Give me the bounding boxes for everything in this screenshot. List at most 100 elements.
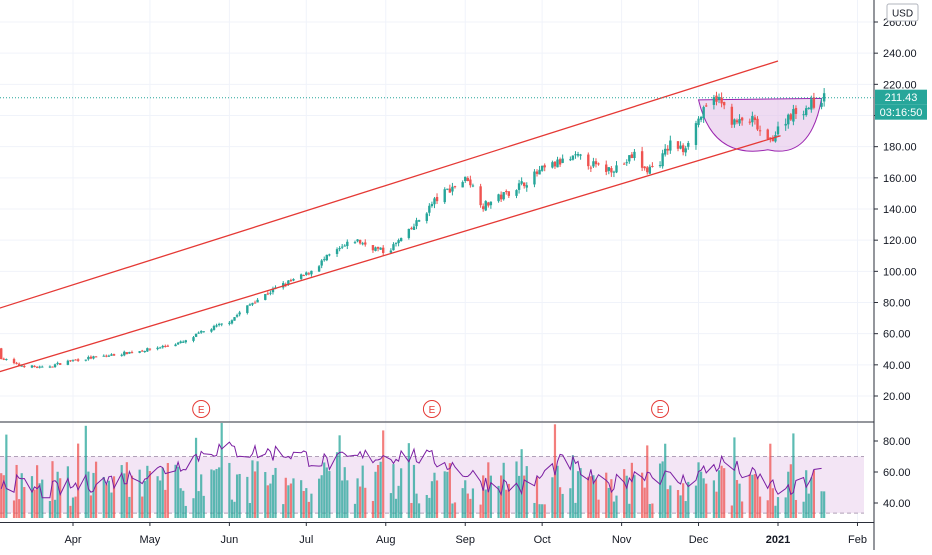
volume-bar [756, 476, 759, 518]
volume-bar [720, 465, 723, 518]
candle-body [292, 279, 295, 281]
volume-bar [382, 430, 385, 518]
volume-bar [282, 504, 285, 518]
candle-body [451, 186, 454, 192]
time-tick-label: May [140, 534, 161, 546]
candle-body [820, 102, 823, 107]
volume-bar [346, 480, 349, 518]
volume-bar [161, 467, 164, 518]
volume-bar [353, 503, 357, 518]
last-price-label: 211.43 [885, 92, 918, 104]
candle-body [484, 201, 487, 211]
candle-body [625, 162, 628, 164]
candle-body [33, 365, 36, 367]
candle-body [469, 179, 472, 186]
candle-body [102, 355, 105, 357]
volume-bar [500, 475, 503, 518]
candle-body [694, 123, 698, 145]
candle-body [382, 247, 385, 253]
volume-bar [810, 477, 813, 518]
candle-body [107, 355, 111, 357]
candle-body [371, 245, 375, 251]
volume-bar [556, 465, 559, 518]
candle-body [543, 165, 546, 168]
volume-bar [302, 490, 305, 518]
candle-body [651, 165, 654, 167]
candle-body [323, 259, 326, 261]
countdown-box [875, 104, 927, 120]
candle-body [325, 254, 328, 261]
volume-bar [41, 479, 44, 518]
candle-body [264, 294, 267, 300]
candle-body [448, 188, 452, 193]
volume-bar [417, 503, 421, 518]
candle-body [751, 115, 754, 123]
candle-body [633, 151, 636, 158]
volume-bar [410, 502, 413, 518]
volume-bar [730, 505, 733, 518]
volume-bar [415, 493, 418, 518]
candle-body [146, 348, 149, 352]
candle-body [740, 117, 744, 121]
candle-body [622, 163, 626, 165]
volume-bar [553, 424, 557, 518]
candle-body [210, 329, 213, 332]
volume-bar [771, 488, 774, 518]
volume-bar [94, 461, 98, 518]
candle-body [792, 109, 795, 122]
volume-bar [318, 478, 321, 518]
candle-body [299, 274, 303, 279]
candle-body [110, 354, 113, 356]
volume-bar [289, 483, 293, 518]
volume-bar [143, 480, 146, 518]
volume-bar [210, 469, 213, 518]
volume-bar [66, 466, 69, 518]
time-tick-label: Jun [221, 534, 239, 546]
volume-bar [630, 462, 633, 518]
candle-body [166, 345, 170, 347]
volume-bar [218, 467, 221, 518]
earnings-marker: E [422, 400, 441, 418]
time-tick-label: Aug [376, 534, 396, 546]
candle-body [646, 167, 649, 173]
candle-body [535, 171, 539, 174]
earnings-marker: E [192, 400, 211, 418]
candle-body [479, 186, 482, 206]
candle-body [269, 292, 272, 294]
candle-body [343, 245, 346, 247]
volume-bar [605, 472, 608, 518]
candle-body [471, 185, 475, 187]
volume-bar [310, 493, 313, 518]
volume-bar [517, 475, 521, 518]
volume-bar [105, 484, 108, 518]
volume-bar [238, 473, 241, 518]
candle-body [346, 241, 349, 247]
candle-body [156, 347, 159, 350]
candle-body [94, 356, 98, 358]
volume-bar [615, 495, 618, 518]
volume-bar [89, 495, 93, 518]
volume-bar [359, 486, 362, 518]
channel-lines [0, 60, 781, 373]
candle-body [558, 159, 562, 165]
volume-bar [12, 500, 16, 518]
candle-body [687, 142, 690, 147]
time-tick-label: Dec [689, 534, 709, 546]
candle-body [305, 272, 308, 275]
candle-body [89, 356, 93, 359]
candle-body [722, 102, 726, 106]
candle-body [58, 363, 62, 365]
volume-bar [776, 497, 780, 518]
volume-bar [541, 504, 544, 518]
rsi-tick-label: 40.00 [883, 498, 911, 510]
volume-bar [428, 497, 431, 518]
candle-body [51, 366, 54, 368]
volume-bar [574, 502, 577, 518]
candle-body [605, 164, 608, 172]
candle-body [579, 154, 582, 156]
candle-body [112, 354, 116, 356]
volume-bar [233, 501, 236, 518]
volume-bar [130, 475, 134, 518]
candle-body [235, 315, 239, 317]
candle-body [607, 167, 610, 171]
